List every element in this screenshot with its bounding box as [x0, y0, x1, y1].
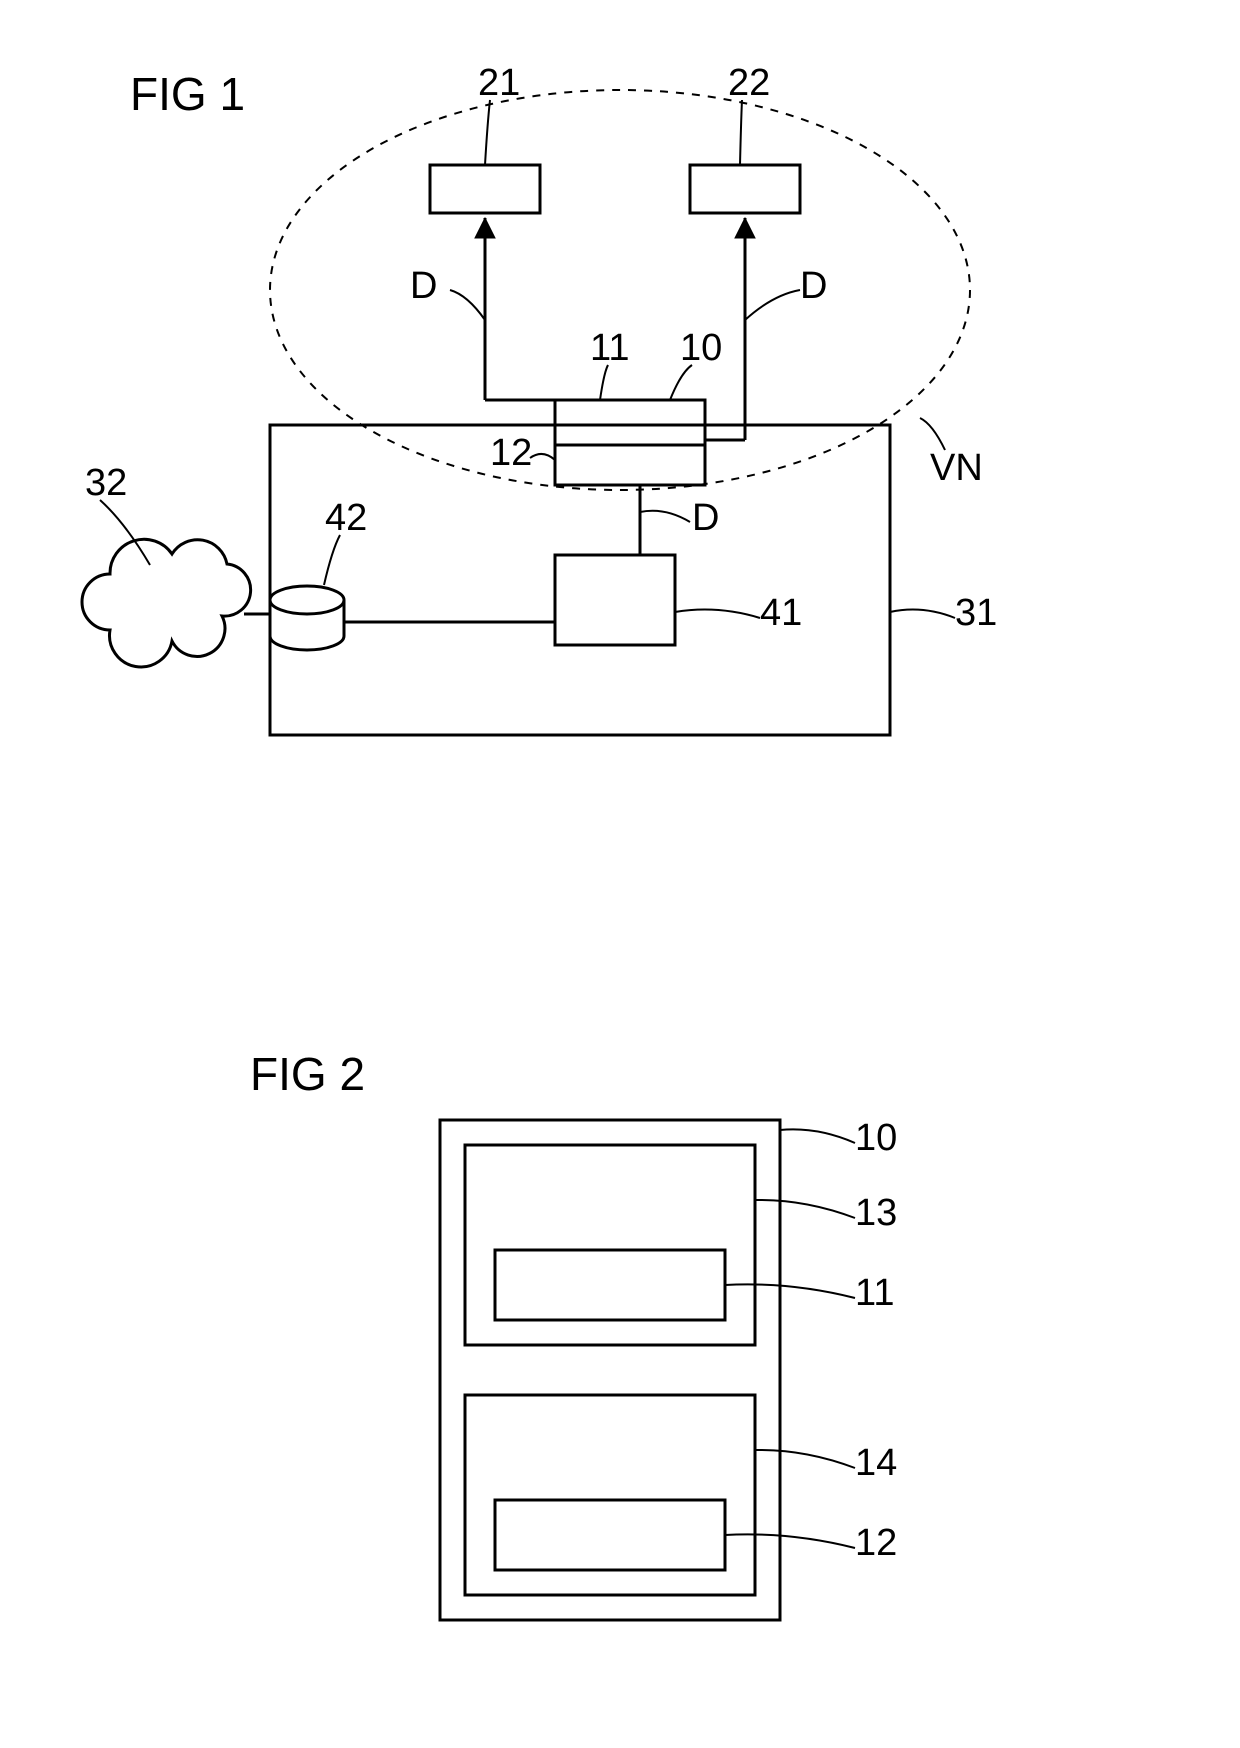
fig2-title: FIG 2 [250, 1048, 365, 1100]
fig1.labels.l12.text: 12 [490, 432, 532, 474]
box-12 [555, 445, 705, 485]
fig1.labels.l41.text-leader [675, 610, 760, 618]
fig1.labels.l41.text: 41 [760, 592, 802, 634]
fig2.labels.l12.text: 12 [855, 1522, 897, 1564]
fig1.labels.l12.text-leader [530, 454, 555, 460]
box-11 [555, 400, 705, 445]
fig2.labels.l13.text-leader [755, 1200, 855, 1218]
cyl-42-top [270, 586, 344, 614]
fig1.labels.lD1.text: D [410, 265, 437, 307]
box-21 [430, 165, 540, 213]
fig1.labels.l32.text: 32 [85, 462, 127, 504]
fig2.labels.l11.text: 11 [855, 1272, 894, 1314]
fig1.labels.lVN.text-leader [920, 418, 945, 450]
box-10-outer [440, 1120, 780, 1620]
fig1.labels.l10.text: 10 [680, 327, 722, 369]
fig2.labels.l13.text: 13 [855, 1192, 897, 1234]
box-14 [465, 1395, 755, 1595]
fig2.labels.l14.text-leader [755, 1450, 855, 1468]
fig1.labels.lD1.text-leader [450, 290, 485, 320]
box-13 [465, 1145, 755, 1345]
fig1.labels.l11.text: 11 [590, 327, 629, 369]
box-12b [495, 1500, 725, 1570]
fig1.labels.l22.text: 22 [728, 62, 770, 104]
box-22 [690, 165, 800, 213]
box-41 [555, 555, 675, 645]
arrowhead [735, 218, 755, 238]
fig1.labels.l22.text-leader [740, 100, 742, 165]
fig1.labels.l32.text-leader [100, 500, 150, 565]
fig1.labels.l42.text: 42 [325, 497, 367, 539]
fig1.labels.l31.text-leader [890, 610, 955, 618]
fig2.labels.l14.text: 14 [855, 1442, 897, 1484]
cyl-42-bot [270, 636, 344, 650]
fig1.labels.lD3.text-leader [640, 511, 690, 522]
fig1.labels.l42.text-leader [324, 535, 340, 585]
fig2.labels.l11.text-leader [725, 1284, 855, 1298]
fig2.labels.l10.text: 10 [855, 1117, 897, 1159]
fig1.labels.lVN.text: VN [930, 447, 983, 489]
fig1.labels.l21.text-leader [485, 100, 490, 165]
cloud-32 [82, 539, 251, 667]
fig1.labels.lD2.text: D [800, 265, 827, 307]
fig1.labels.l21.text: 21 [478, 62, 520, 104]
vn-ellipse [270, 90, 970, 490]
fig1.labels.lD3.text: D [692, 497, 719, 539]
fig2.labels.l12.text-leader [725, 1534, 855, 1548]
fig1-title: FIG 1 [130, 68, 245, 120]
fig1.labels.l31.text: 31 [955, 592, 997, 634]
fig1.labels.l11.text-leader [600, 365, 608, 400]
box-31 [270, 425, 890, 735]
fig2.labels.l10.text-leader [780, 1129, 855, 1143]
arrowhead [475, 218, 495, 238]
fig1.labels.l10.text-leader [670, 365, 692, 400]
box-11b [495, 1250, 725, 1320]
fig1.labels.lD2.text-leader [745, 290, 800, 320]
